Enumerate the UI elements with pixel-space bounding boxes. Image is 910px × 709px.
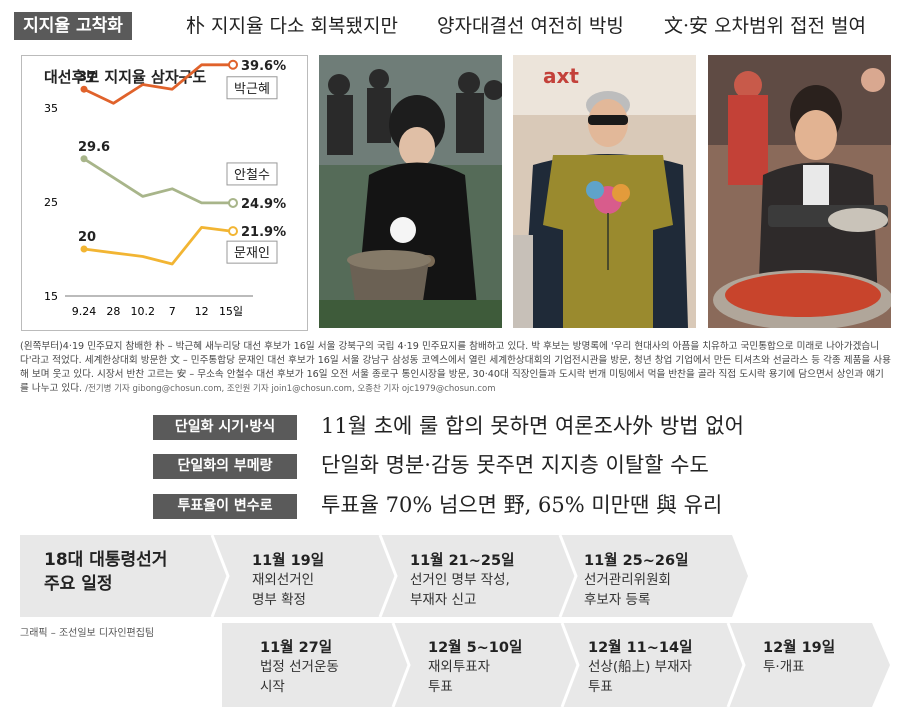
issue-label-boomerang: 단일화의 부메랑 xyxy=(153,454,297,479)
schedule-divider xyxy=(558,535,578,618)
event-desc: 후보자 등록 xyxy=(584,592,651,608)
x-tick-label: 9.24 xyxy=(72,305,97,318)
schedule-title-line: 18대 대통령선거 xyxy=(44,550,168,570)
data-label: 21.9% xyxy=(241,225,286,240)
data-point xyxy=(228,226,238,237)
event-desc: 선거관리위원회 xyxy=(584,572,671,588)
x-tick-label: 10.2 xyxy=(131,305,156,318)
svg-text:axt: axt xyxy=(543,64,579,88)
schedule-event: 12월 5~10일 재외투표자 투표 xyxy=(428,636,522,697)
series-line xyxy=(83,63,231,105)
schedule-event: 12월 11~14일 선상(船上) 부재자 투표 xyxy=(588,636,692,697)
moon-jae-in-photo: axt xyxy=(513,55,696,328)
legend-box xyxy=(226,162,278,186)
event-desc: 투표 xyxy=(428,679,453,695)
schedule-divider xyxy=(391,622,411,708)
issue-text-timing: 11월 초에 룰 합의 못하면 여론조사外 방법 없어 xyxy=(321,414,744,438)
data-label: 29.6 xyxy=(78,140,110,155)
y-tick-label: 15 xyxy=(44,290,58,303)
data-point xyxy=(80,245,88,253)
schedule-divider xyxy=(726,622,746,708)
x-tick-label: 7 xyxy=(169,305,176,318)
headline-moon-ahn: 文·安 오차범위 접전 벌여 xyxy=(664,15,866,37)
data-label: 39.6% xyxy=(241,59,286,74)
schedule-title: 18대 대통령선거 주요 일정 xyxy=(44,548,167,596)
issue-text-boomerang: 단일화 명분·감동 못주면 지지층 이탈할 수도 xyxy=(321,453,709,477)
event-desc: 법정 선거운동 xyxy=(260,659,339,675)
event-desc: 투·개표 xyxy=(763,659,805,675)
data-label: 24.9% xyxy=(241,197,286,212)
event-desc: 부재자 신고 xyxy=(410,592,477,608)
series-line xyxy=(83,226,232,266)
event-date: 11월 19일 xyxy=(252,553,325,569)
ahn-cheol-soo-photo xyxy=(708,55,891,328)
legend-box xyxy=(226,240,278,264)
event-desc: 투표 xyxy=(588,679,613,695)
x-tick-label: 28 xyxy=(106,305,120,318)
schedule-event: 11월 27일 법정 선거운동 시작 xyxy=(260,636,339,697)
data-point xyxy=(80,155,88,163)
y-tick-label: 25 xyxy=(44,196,58,209)
legend-label: 안철수 xyxy=(234,168,270,183)
data-point xyxy=(228,197,238,208)
chart-title: 대선후보 지지율 삼자구도 xyxy=(44,68,207,86)
schedule-event: 11월 19일 재외선거인 명부 확정 xyxy=(252,549,324,610)
x-tick-label: 15일 xyxy=(219,304,243,318)
poll-line-chart: 35 25 15 9.24 28 10.2 7 12 15일 37 39.6% 박근혜 29.6 24.9… xyxy=(44,59,286,318)
issue-label-turnout: 투표율이 변수로 xyxy=(153,494,297,519)
x-tick-label: 12 xyxy=(195,305,209,318)
y-tick-label: 35 xyxy=(44,102,58,115)
legend-label: 문재인 xyxy=(234,246,270,261)
data-label: 20 xyxy=(78,230,96,245)
schedule-band-row2 xyxy=(222,623,890,707)
event-desc: 재외선거인 xyxy=(252,572,315,588)
park-geun-hye-photo xyxy=(319,55,502,328)
legend-box xyxy=(226,76,278,100)
schedule-event: 11월 25~26일 선거관리위원회 후보자 등록 xyxy=(584,549,688,610)
event-date: 11월 25~26일 xyxy=(584,553,689,569)
chart-frame xyxy=(21,55,308,331)
issue-label-timing: 단일화 시기·방식 xyxy=(153,415,297,440)
schedule-bands xyxy=(20,535,890,708)
headline-park: 朴 지지율 다소 회복됐지만 xyxy=(186,15,398,37)
data-label: 37 xyxy=(78,70,96,85)
section-tag: 지지율 고착화 xyxy=(14,12,132,40)
schedule-event: 11월 21~25일 선거인 명부 작성, 부재자 신고 xyxy=(410,549,514,610)
event-date: 11월 27일 xyxy=(260,640,333,656)
event-date: 12월 5~10일 xyxy=(428,640,523,656)
event-desc: 시작 xyxy=(260,679,285,695)
schedule-band-row1 xyxy=(20,535,748,617)
photo-credit: /전기병 기자 gibong@chosun.com, 조인원 기자 join1@… xyxy=(85,384,496,394)
event-desc: 선거인 명부 작성, xyxy=(410,572,510,588)
issue-text-turnout: 투표율 70% 넘으면 野, 65% 미만땐 與 유리 xyxy=(321,493,723,517)
photo-caption: (왼쪽부터)4·19 민주묘지 참배한 朴 – 박근혜 새누리당 대선 후보가 … xyxy=(20,340,892,396)
event-desc: 명부 확정 xyxy=(252,592,306,608)
event-desc: 선상(船上) 부재자 xyxy=(588,659,692,675)
schedule-divider xyxy=(560,622,580,708)
event-date: 12월 11~14일 xyxy=(588,640,693,656)
data-point xyxy=(80,85,88,93)
legend-label: 박근혜 xyxy=(234,82,270,97)
event-date: 11월 21~25일 xyxy=(410,553,515,569)
headline-matchup: 양자대결선 여전히 박빙 xyxy=(437,15,624,37)
event-date: 12월 19일 xyxy=(763,640,836,656)
schedule-divider xyxy=(378,535,398,618)
event-desc: 재외투표자 xyxy=(428,659,491,675)
graphic-credit: 그래픽 – 조선일보 디자인편집팀 xyxy=(20,628,155,639)
series-line xyxy=(83,157,231,205)
schedule-event: 12월 19일 투·개표 xyxy=(763,636,835,677)
data-point xyxy=(228,59,238,70)
schedule-divider xyxy=(210,535,230,618)
caption-text: (왼쪽부터)4·19 민주묘지 참배한 朴 – 박근혜 새누리당 대선 후보가 … xyxy=(20,341,891,394)
schedule-title-line: 주요 일정 xyxy=(44,574,113,594)
